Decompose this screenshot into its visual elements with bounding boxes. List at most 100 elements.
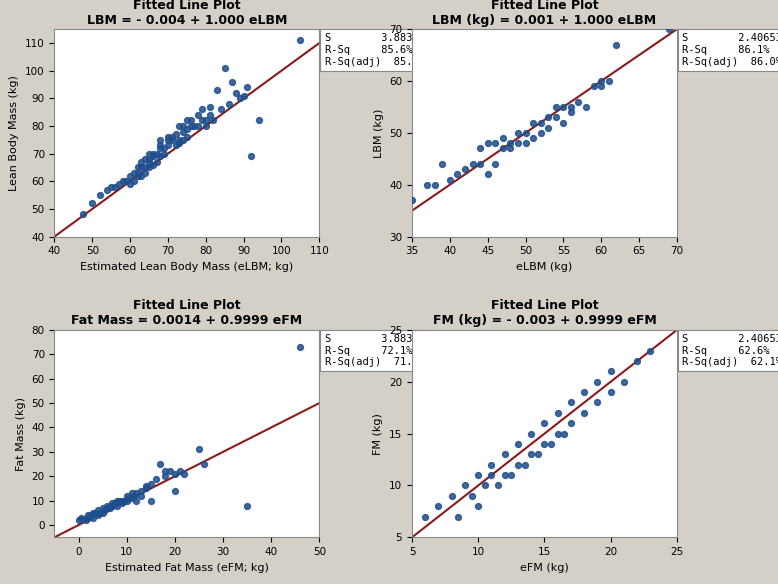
Point [499,450,511,459]
Point [106,501,118,510]
Point [549,102,562,112]
Point [451,170,464,179]
Point [499,470,511,479]
Point [552,408,564,418]
Point [406,196,419,205]
Point [203,110,216,120]
Point [237,91,250,100]
Point [485,470,498,479]
Point [512,128,524,138]
Point [223,99,235,109]
Point [472,502,485,511]
Point [663,25,675,34]
Point [158,149,170,158]
Point [230,88,242,98]
Point [128,176,140,186]
Point [110,501,123,510]
Point [573,97,585,106]
Point [196,116,209,125]
Point [75,513,87,523]
Point [139,155,152,164]
Point [518,460,531,470]
Point [419,512,432,521]
Point [135,157,148,166]
Point [193,445,205,454]
Point [124,171,136,180]
Point [496,144,509,153]
Point [542,113,555,122]
Point [180,133,193,142]
Point [131,163,144,172]
Point [101,503,114,513]
Point [87,513,100,523]
Point [92,506,104,515]
Point [96,503,109,513]
X-axis label: Estimated Fat Mass (eFM; kg): Estimated Fat Mass (eFM; kg) [105,562,269,572]
Point [135,486,147,496]
Point [200,116,212,125]
Point [118,496,131,505]
Point [169,469,181,478]
Point [125,493,138,503]
Point [124,179,136,189]
Point [114,496,126,505]
Point [512,138,524,148]
Point [96,508,109,517]
Point [565,419,577,428]
Point [552,429,564,438]
Text: S        2.40653
R-Sq     86.1%
R-Sq(adj)  86.0%: S 2.40653 R-Sq 86.1% R-Sq(adj) 86.0% [682,33,778,67]
Point [139,168,152,178]
Point [200,121,212,131]
Point [465,491,478,500]
Point [140,484,152,493]
Point [472,470,485,479]
Point [549,113,562,122]
Point [159,467,171,476]
Point [207,116,219,125]
Point [241,501,254,510]
Point [492,481,504,490]
Point [173,121,185,131]
Point [130,496,142,505]
Point [130,489,142,498]
Point [150,149,163,158]
Point [131,171,144,180]
Point [198,460,210,469]
Point [433,502,445,511]
Point [77,515,89,524]
Point [519,138,531,148]
Point [211,85,223,95]
Point [116,496,128,505]
Point [534,118,547,127]
Point [162,135,174,144]
Point [169,486,181,496]
Point [76,210,89,219]
Point [128,491,140,500]
Point [117,176,129,186]
Point [72,516,85,525]
Point [105,182,117,192]
Point [159,472,171,481]
Point [121,496,133,505]
Y-axis label: LBM (kg): LBM (kg) [373,108,384,158]
Point [602,77,615,86]
Point [565,107,577,117]
Title: Fitted Line Plot
LBM = - 0.004 + 1.000 eLBM: Fitted Line Plot LBM = - 0.004 + 1.000 e… [86,0,287,27]
Point [436,159,448,169]
Point [139,163,152,172]
Point [496,133,509,142]
Point [135,163,148,172]
Point [241,82,254,92]
Point [452,512,464,521]
Point [158,144,170,153]
Point [180,116,193,125]
Point [135,171,148,180]
Point [482,138,494,148]
Text: S        3.88365
R-Sq     85.6%
R-Sq(adj)  85.5%: S 3.88365 R-Sq 85.6% R-Sq(adj) 85.5% [324,33,425,67]
Point [86,199,99,208]
Point [557,118,569,127]
Point [421,180,433,189]
Point [150,157,163,166]
Point [595,82,608,91]
Point [591,398,604,407]
